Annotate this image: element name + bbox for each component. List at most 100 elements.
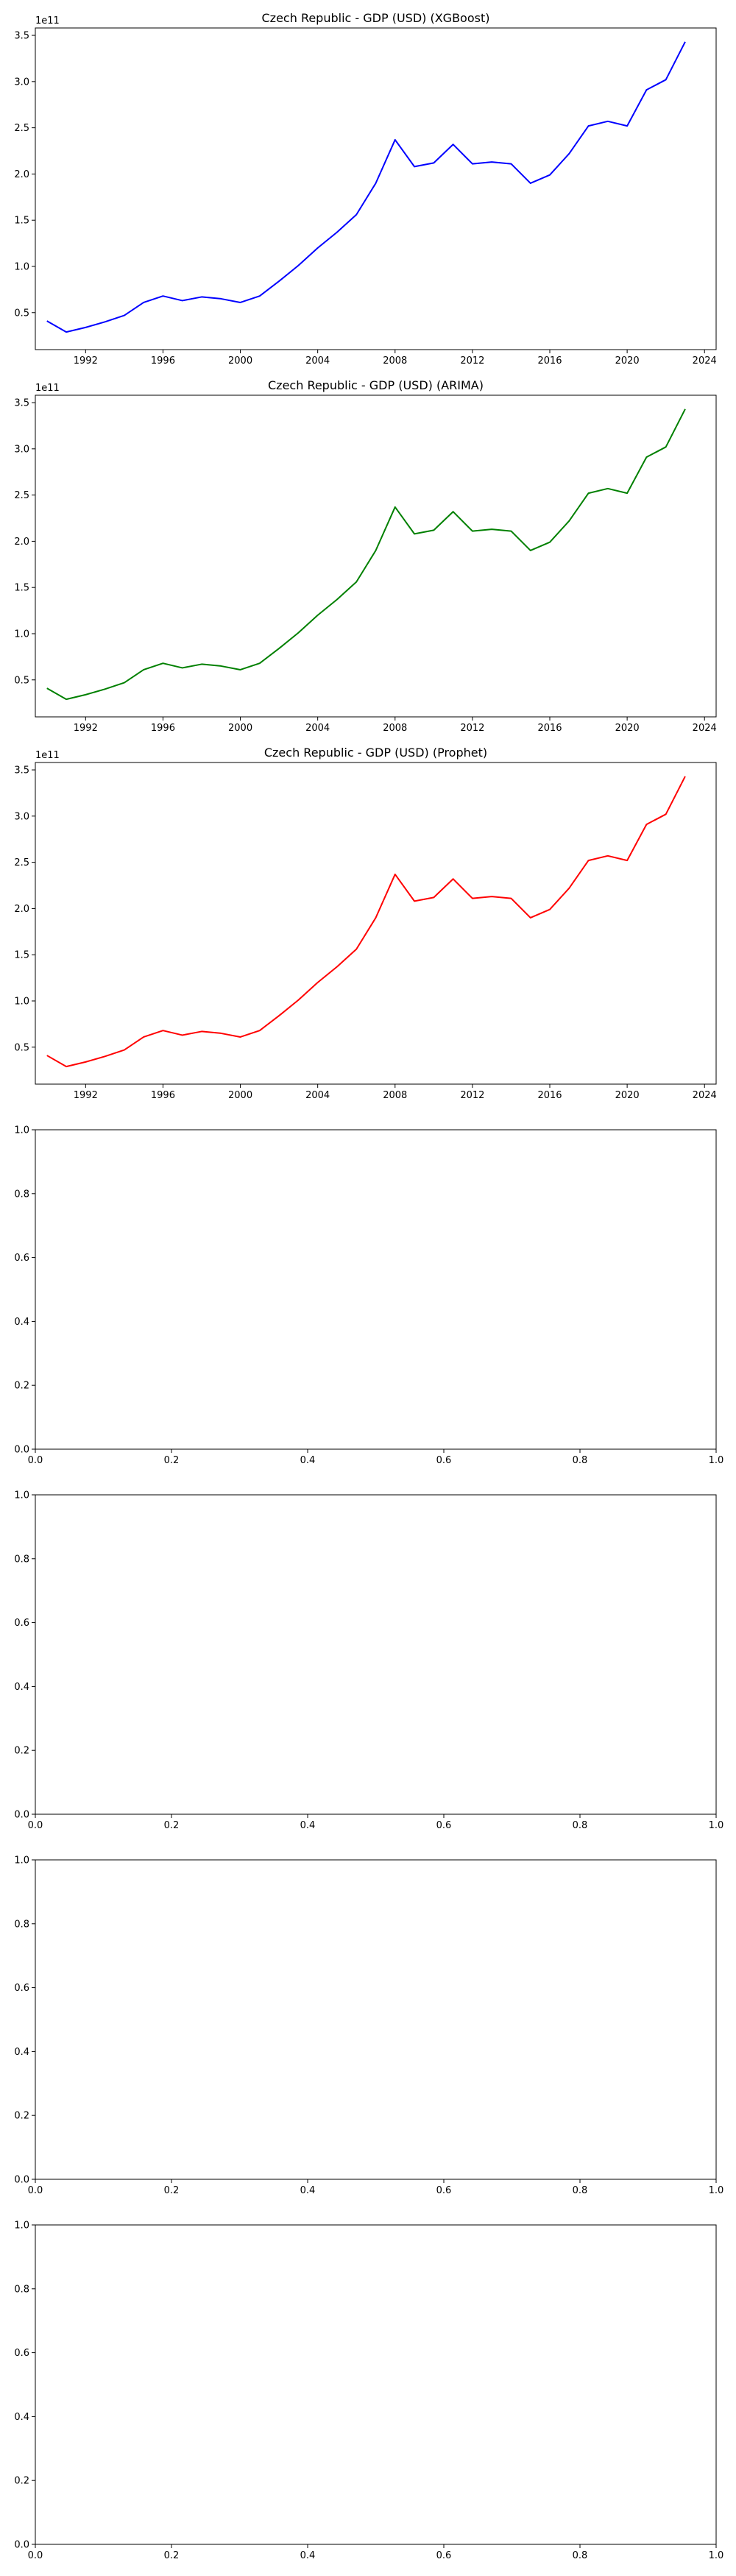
x-tick-label: 0.0 (28, 2185, 43, 2196)
y-offset-label: 1e11 (35, 15, 60, 26)
x-tick-label: 1992 (74, 723, 98, 734)
y-tick-label: 0.0 (14, 2175, 29, 2186)
y-tick-label: 1.0 (14, 1855, 29, 1866)
y-tick-label: 1.5 (14, 583, 29, 594)
x-tick-label: 0.6 (436, 1455, 452, 1466)
y-tick-label: 2.0 (14, 537, 29, 548)
x-tick-label: 0.6 (436, 2550, 452, 2561)
x-tick-label: 2008 (383, 1090, 407, 1101)
x-tick-label: 0.4 (300, 2550, 316, 2561)
gdp-series-line (46, 408, 686, 701)
x-tick-label: 2020 (615, 355, 640, 367)
y-tick-label: 0.4 (14, 1682, 29, 1693)
chart-panel-3: 1992 1996 2000 2004 2008 2012 2016 2020 2024 0.5 1… (14, 746, 716, 1101)
axes-frame (35, 1129, 717, 1450)
y-tick-label: 0.0 (14, 1810, 29, 1821)
x-tick-label: 0.6 (436, 2185, 452, 2196)
chart-panel-2: 1992 1996 2000 2004 2008 2012 2016 2020 2024 0.5 1… (14, 378, 716, 734)
x-tick-label: 0.2 (164, 1820, 180, 1831)
y-tick-label: 2.5 (14, 857, 29, 868)
x-tick-label: 1992 (74, 355, 98, 367)
y-tick-label: 0.5 (14, 1042, 29, 1053)
x-tick-label: 2000 (228, 355, 252, 367)
x-tick-label: 1.0 (709, 2550, 724, 2561)
y-tick-label: 1.0 (14, 261, 29, 272)
y-tick-label: 0.8 (14, 1554, 29, 1565)
y-tick-label: 0.8 (14, 1189, 29, 1200)
y-tick-label: 0.2 (14, 2476, 29, 2487)
y-tick-label: 3.5 (14, 765, 29, 776)
axes-frame (35, 1859, 717, 2180)
y-tick-label: 0.4 (14, 2047, 29, 2058)
y-tick-label: 0.6 (14, 1253, 29, 1264)
y-tick-label: 0.4 (14, 1317, 29, 1328)
y-tick-label: 2.5 (14, 490, 29, 501)
chart-panel-5: 0.0 0.2 0.4 0.6 0.8 1.0 0.0 0.2 0.4 0.6 0.8 1.0 (14, 1490, 723, 1832)
y-tick-label: 0.0 (14, 1445, 29, 1456)
y-tick-label: 0.0 (14, 2540, 29, 2551)
x-tick-label: 1.0 (709, 1820, 724, 1831)
y-tick-label: 0.2 (14, 1381, 29, 1392)
y-tick-label: 0.4 (14, 2412, 29, 2423)
x-tick-label: 1996 (151, 1090, 175, 1101)
x-tick-label: 0.6 (436, 1820, 452, 1831)
x-tick-label: 2000 (228, 723, 252, 734)
x-tick-label: 2008 (383, 723, 407, 734)
x-tick-label: 2024 (693, 723, 717, 734)
x-tick-label: 2020 (615, 1090, 640, 1101)
x-tick-label: 0.4 (300, 1455, 316, 1466)
y-tick-label: 0.5 (14, 308, 29, 319)
axes-frame (35, 1494, 717, 1815)
x-tick-label: 0.8 (573, 2550, 588, 2561)
y-tick-label: 1.5 (14, 950, 29, 961)
x-tick-label: 1992 (74, 1090, 98, 1101)
chart-panel-6: 0.0 0.2 0.4 0.6 0.8 1.0 0.0 0.2 0.4 0.6 0.8 1.0 (14, 1855, 723, 2197)
chart-panel-7: 0.0 0.2 0.4 0.6 0.8 1.0 0.0 0.2 0.4 0.6 0.8 1.0 (14, 2221, 723, 2562)
y-tick-label: 1.0 (14, 2221, 29, 2232)
y-tick-label: 1.0 (14, 1125, 29, 1136)
axes-frame (35, 394, 717, 718)
x-tick-label: 2016 (537, 1090, 562, 1101)
axes-frame (35, 762, 717, 1085)
y-offset-label: 1e11 (35, 383, 60, 394)
y-tick-label: 0.2 (14, 2111, 29, 2122)
x-tick-label: 2012 (460, 355, 484, 367)
x-tick-label: 1.0 (709, 2185, 724, 2196)
x-tick-label: 2012 (460, 723, 484, 734)
x-tick-label: 2004 (305, 1090, 330, 1101)
x-tick-label: 2024 (693, 355, 717, 367)
y-tick-label: 1.0 (14, 1490, 29, 1501)
gdp-series-line (46, 41, 686, 333)
y-tick-label: 3.0 (14, 444, 29, 455)
x-tick-label: 2020 (615, 723, 640, 734)
x-tick-label: 1996 (151, 355, 175, 367)
chart-panel-4: 0.0 0.2 0.4 0.6 0.8 1.0 0.0 0.2 0.4 0.6 0.8 1.0 (14, 1125, 723, 1467)
x-tick-label: 2004 (305, 723, 330, 734)
x-tick-label: 1.0 (709, 1455, 724, 1466)
y-tick-label: 1.0 (14, 996, 29, 1007)
y-tick-label: 3.0 (14, 77, 29, 88)
x-tick-label: 0.4 (300, 2185, 316, 2196)
x-tick-label: 0.2 (164, 2185, 180, 2196)
x-tick-label: 2016 (537, 355, 562, 367)
chart-panel-1: 1992 1996 2000 2004 2008 2012 2016 2020 2024 0.5 1… (14, 11, 716, 367)
x-tick-label: 2008 (383, 355, 407, 367)
y-tick-label: 0.8 (14, 2284, 29, 2295)
y-tick-label: 2.5 (14, 123, 29, 134)
y-tick-label: 0.2 (14, 1746, 29, 1757)
y-tick-label: 0.6 (14, 1983, 29, 1994)
x-tick-label: 0.2 (164, 1455, 180, 1466)
x-tick-label: 0.8 (573, 2185, 588, 2196)
x-tick-label: 2004 (305, 355, 330, 367)
x-tick-label: 1996 (151, 723, 175, 734)
x-tick-label: 0.0 (28, 2550, 43, 2561)
gdp-series-line (46, 776, 686, 1068)
y-tick-label: 0.8 (14, 1919, 29, 1930)
x-tick-label: 2024 (693, 1090, 717, 1101)
x-tick-label: 2000 (228, 1090, 252, 1101)
y-tick-label: 0.6 (14, 2348, 29, 2359)
x-tick-label: 0.2 (164, 2550, 180, 2561)
y-tick-label: 1.0 (14, 629, 29, 640)
axes-frame (35, 27, 717, 350)
